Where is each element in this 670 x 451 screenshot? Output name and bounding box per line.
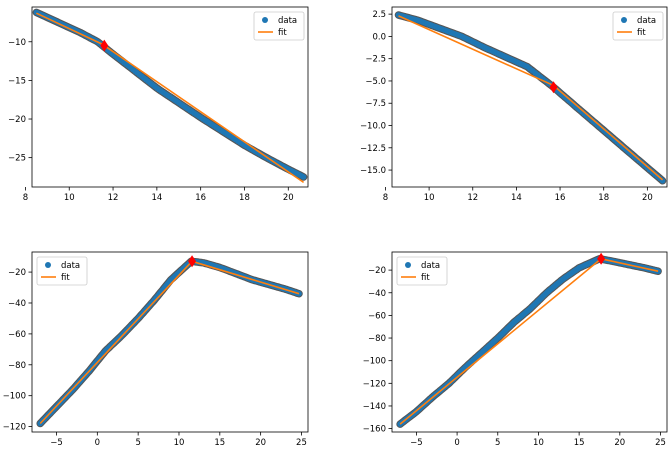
y-tick-label: −12.5 (360, 144, 386, 154)
chart-panel-3: −5 0 5 10 15 20 25 −20 −40 −60 −80 −100 −120 data fit (3, 251, 309, 448)
x-tick-label: −5 (50, 438, 63, 448)
y-tick-label: −7.5 (365, 99, 386, 109)
x-tick-label: 0 (454, 438, 459, 448)
breakpoint-marker (597, 252, 606, 265)
series-breakpoint (549, 81, 558, 94)
chart-panel-2: 8 10 12 14 16 18 20 2.5 0.0 −2.5 −5.0 −7.5 −10.0 −12.… (360, 6, 668, 203)
x-tick-label: 16 (555, 193, 566, 203)
breakpoint-marker (188, 255, 197, 268)
y-tick-label: −10 (8, 38, 26, 48)
chart-panel-4: −5 0 5 10 15 20 25 −20 −40 −60 −80 −100 −120 −140 −160… (363, 251, 668, 448)
legend-data-marker (405, 262, 411, 268)
x-tick-label: 20 (283, 193, 294, 203)
y-tick-label: −25 (8, 154, 26, 164)
series-breakpoint (188, 255, 197, 268)
y-tick-label: −120 (363, 379, 386, 389)
chart-panel-1: 8 10 12 14 16 18 20 −10 −15 −20 −25 data fit (8, 6, 309, 203)
legend-label-fit: fit (421, 273, 430, 283)
x-tick-label: 20 (255, 438, 266, 448)
x-tick-label: 18 (598, 193, 609, 203)
data-point (300, 174, 307, 180)
legend-label-data: data (637, 16, 656, 26)
y-tick-label: 0.0 (372, 32, 386, 42)
y-tick-label: −100 (363, 357, 386, 367)
y-tick-label: −15.0 (360, 166, 386, 176)
y-tick-label: −60 (8, 330, 26, 340)
x-tick-label: 14 (151, 193, 162, 203)
axes-frame (31, 6, 309, 188)
x-tick-label: 25 (296, 438, 307, 448)
x-tick-label: 25 (655, 438, 666, 448)
y-tick-label: −100 (3, 392, 26, 402)
y-tick-label: −20 (368, 266, 386, 276)
y-tick-label: −120 (3, 423, 26, 433)
series-breakpoint (597, 252, 606, 265)
y-tick-label: −140 (363, 402, 386, 412)
x-tick-label: 12 (108, 193, 119, 203)
axes-frame (391, 6, 668, 188)
x-tick-label: 15 (214, 438, 225, 448)
legend: data fit (36, 256, 88, 286)
legend-label-fit: fit (61, 273, 70, 283)
x-tick-label: 10 (174, 438, 185, 448)
x-tick-label: 10 (64, 193, 75, 203)
breakpoint-marker (549, 81, 558, 94)
y-tick-label: −5.0 (365, 77, 386, 87)
y-tick-label: −2.5 (365, 55, 386, 65)
x-tick-label: 0 (95, 438, 100, 448)
y-tick-label: −60 (368, 311, 386, 321)
x-tick-label: 14 (511, 193, 522, 203)
legend: data fit (612, 11, 664, 41)
fit-line (398, 15, 664, 181)
x-tick-label: 5 (495, 438, 500, 448)
x-tick-label: 20 (642, 193, 653, 203)
y-tick-label: −160 (363, 425, 386, 435)
legend-data-marker (262, 17, 268, 23)
legend: data fit (396, 256, 448, 286)
legend-label-fit: fit (278, 28, 287, 38)
y-tick-label: −80 (8, 361, 26, 371)
legend-label-data: data (278, 16, 297, 26)
y-tick-label: −20 (8, 115, 26, 125)
legend-data-marker (45, 262, 51, 268)
x-tick-label: 18 (239, 193, 250, 203)
x-tick-label: 8 (383, 193, 388, 203)
y-tick-label: −40 (8, 299, 26, 309)
legend: data fit (253, 11, 305, 41)
x-tick-label: 5 (135, 438, 140, 448)
x-tick-label: −5 (410, 438, 423, 448)
y-tick-label: −40 (368, 289, 386, 299)
x-tick-label: 12 (467, 193, 478, 203)
axes-frame (391, 251, 668, 433)
series-breakpoint (100, 39, 109, 52)
x-tick-label: 20 (614, 438, 625, 448)
x-tick-label: 8 (23, 193, 28, 203)
series-fit (398, 15, 664, 181)
x-tick-label: 10 (533, 438, 544, 448)
y-tick-label: −80 (368, 334, 386, 344)
legend-label-data: data (61, 261, 80, 271)
x-tick-label: 15 (574, 438, 585, 448)
legend-label-data: data (421, 261, 440, 271)
x-tick-label: 10 (424, 193, 435, 203)
y-tick-label: 2.5 (372, 10, 386, 20)
breakpoint-marker (100, 39, 109, 52)
y-tick-label: −15 (8, 76, 26, 86)
x-tick-label: 16 (195, 193, 206, 203)
y-tick-label: −10.0 (360, 122, 386, 132)
legend-data-marker (621, 17, 627, 23)
axes-frame (31, 251, 309, 433)
y-tick-label: −20 (8, 268, 26, 278)
legend-label-fit: fit (637, 28, 646, 38)
